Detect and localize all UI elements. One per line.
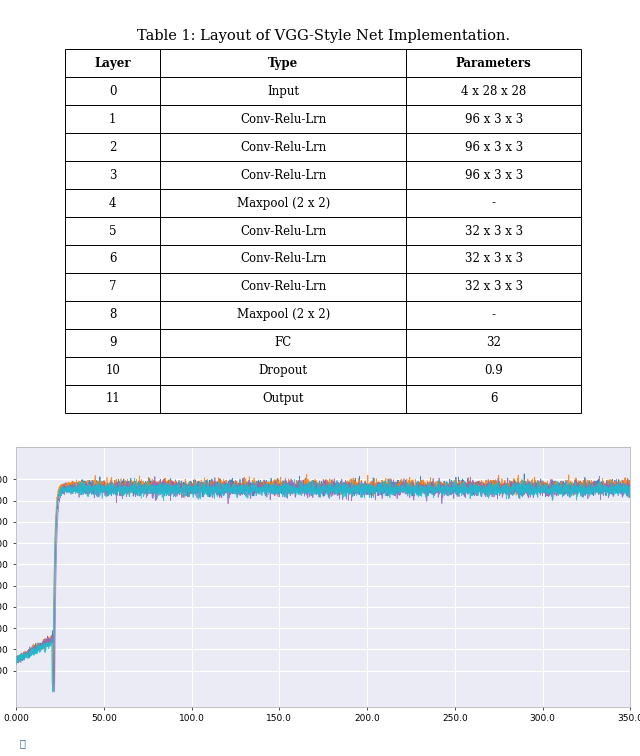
Bar [65,273,161,301]
Text: Conv-Relu-Lrn: Conv-Relu-Lrn [240,280,326,293]
Bar [406,245,581,273]
Bar [161,77,406,105]
Text: 96 x 3 x 3: 96 x 3 x 3 [465,169,523,181]
Text: 1: 1 [109,113,116,125]
Text: Table 1: Layout of VGG-Style Net Implementation.: Table 1: Layout of VGG-Style Net Impleme… [136,29,510,43]
Bar [161,357,406,385]
Text: Type: Type [268,57,298,70]
Bar [161,161,406,189]
Bar [65,385,161,413]
Text: FC: FC [275,336,292,349]
Bar [65,133,161,161]
Bar [406,329,581,357]
Bar [406,301,581,329]
Bar [65,189,161,217]
Text: 8: 8 [109,308,116,321]
Text: Parameters: Parameters [456,57,532,70]
Text: 96 x 3 x 3: 96 x 3 x 3 [465,113,523,125]
Bar [161,385,406,413]
Bar [65,357,161,385]
Bar [161,133,406,161]
Bar [65,301,161,329]
Text: Input: Input [268,85,300,98]
Text: 96 x 3 x 3: 96 x 3 x 3 [465,141,523,153]
Bar [161,273,406,301]
Text: 6: 6 [109,253,116,265]
Bar [65,217,161,245]
Text: Conv-Relu-Lrn: Conv-Relu-Lrn [240,225,326,237]
Text: 2: 2 [109,141,116,153]
Text: 32 x 3 x 3: 32 x 3 x 3 [465,253,523,265]
Text: Conv-Relu-Lrn: Conv-Relu-Lrn [240,113,326,125]
Text: 32 x 3 x 3: 32 x 3 x 3 [465,225,523,237]
Bar [161,245,406,273]
Text: 10: 10 [106,364,120,377]
Bar [406,77,581,105]
Bar [161,217,406,245]
Bar [406,133,581,161]
Text: 0.9: 0.9 [484,364,503,377]
Text: 0: 0 [109,85,116,98]
Bar [65,49,161,77]
Text: 3: 3 [109,169,116,181]
Bar [406,49,581,77]
Bar [65,329,161,357]
Text: Conv-Relu-Lrn: Conv-Relu-Lrn [240,141,326,153]
Bar [161,189,406,217]
Text: 32: 32 [486,336,501,349]
Bar [65,245,161,273]
Bar [406,189,581,217]
Bar [65,161,161,189]
Text: 9: 9 [109,336,116,349]
Text: 4: 4 [109,197,116,209]
Text: 32 x 3 x 3: 32 x 3 x 3 [465,280,523,293]
Bar [161,329,406,357]
Text: 6: 6 [490,392,497,405]
Text: Output: Output [262,392,304,405]
Text: 11: 11 [106,392,120,405]
Text: Conv-Relu-Lrn: Conv-Relu-Lrn [240,169,326,181]
Text: ⛶: ⛶ [19,738,25,748]
Text: 4 x 28 x 28: 4 x 28 x 28 [461,85,526,98]
Bar [406,161,581,189]
Text: Layer: Layer [95,57,131,70]
Text: -: - [492,308,496,321]
Bar [406,357,581,385]
Bar [406,217,581,245]
Bar [65,77,161,105]
Text: Maxpool (2 x 2): Maxpool (2 x 2) [237,197,330,209]
Bar [65,105,161,133]
Text: 5: 5 [109,225,116,237]
Bar [161,105,406,133]
Bar [161,49,406,77]
Bar [406,273,581,301]
Text: Maxpool (2 x 2): Maxpool (2 x 2) [237,308,330,321]
Bar [406,385,581,413]
Text: Conv-Relu-Lrn: Conv-Relu-Lrn [240,253,326,265]
Text: -: - [492,197,496,209]
Text: Dropout: Dropout [259,364,308,377]
Bar [406,105,581,133]
Text: 7: 7 [109,280,116,293]
Bar [161,301,406,329]
